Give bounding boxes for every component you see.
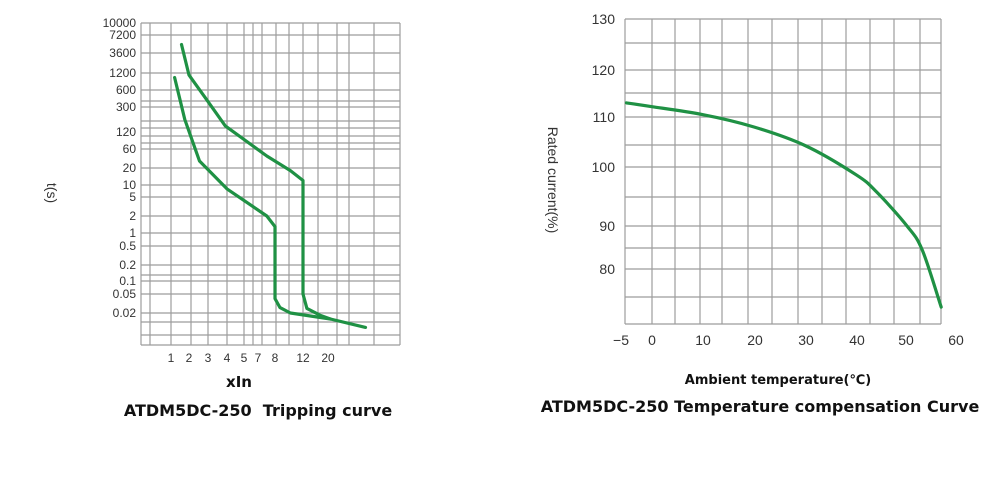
temperature-grid	[624, 18, 942, 325]
x-tick-label: 4	[224, 351, 231, 365]
tripping-x-axis-label: xIn	[226, 373, 252, 391]
tripping-curve-chart: 100007200360012006003001206020105210.50.…	[44, 16, 401, 420]
tripping-chart-title: ATDM5DC-250 Tripping curve	[124, 401, 392, 420]
x-tick-label: 30	[798, 332, 814, 348]
x-tick-label: 50	[898, 332, 914, 348]
x-tick-label: 12	[296, 351, 310, 365]
y-tick-label: 0.02	[113, 306, 137, 320]
instantaneous-trip-curve-upper	[179, 42, 332, 321]
y-tick-label: 110	[593, 109, 616, 125]
tripping-y-axis-label: t(s)	[44, 183, 60, 203]
y-tick-label: 0.05	[113, 287, 137, 301]
y-tick-label: 3600	[109, 46, 136, 60]
y-tick-label: 90	[599, 218, 615, 234]
y-tick-label: 120	[116, 125, 136, 139]
y-tick-label: 80	[599, 261, 615, 277]
y-tick-label: 7200	[109, 28, 136, 42]
temperature-chart-title: ATDM5DC-250 Temperature compensation Cur…	[541, 397, 980, 416]
y-tick-label: 5	[129, 190, 136, 204]
y-tick-label: 0.2	[119, 258, 136, 272]
temperature-compensation-chart: 130 120 110 100 90 80 −5 0 10 20 30 40 50 60 Rated c…	[541, 11, 980, 416]
y-tick-label: 130	[592, 11, 616, 27]
y-tick-label: 20	[123, 161, 137, 175]
x-tick-label: 20	[747, 332, 763, 348]
x-tick-label: 60	[948, 332, 964, 348]
y-tick-label: 120	[592, 62, 616, 78]
y-tick-label: 0.5	[119, 239, 136, 253]
y-tick-label: 60	[123, 142, 137, 156]
x-tick-label: 8	[272, 351, 279, 365]
temperature-x-ticks: −5 0 10 20 30 40 50 60	[613, 332, 964, 348]
x-tick-label: 3	[205, 351, 212, 365]
x-tick-label: 5	[241, 351, 248, 365]
x-tick-label: 0	[648, 332, 656, 348]
y-tick-label: 10	[123, 178, 137, 192]
instantaneous-trip-curve-lower	[173, 75, 368, 329]
temperature-y-ticks: 130 120 110 100 90 80	[592, 11, 616, 277]
y-tick-label: 600	[116, 83, 136, 97]
y-tick-label: 0.1	[119, 274, 136, 288]
x-tick-label: 2	[186, 351, 193, 365]
y-tick-label: 100	[592, 159, 616, 175]
x-tick-label: 20	[321, 351, 335, 365]
temperature-curves	[624, 101, 943, 309]
x-tick-label: −5	[613, 332, 629, 348]
x-tick-label: 1	[168, 351, 175, 365]
tripping-curves	[173, 42, 368, 329]
tripping-grid	[140, 22, 401, 346]
x-tick-label: 10	[695, 332, 711, 348]
x-tick-label: 7	[255, 351, 262, 365]
x-tick-label: 40	[849, 332, 865, 348]
temperature-y-axis-label: Rated current(%)	[545, 127, 561, 234]
y-tick-label: 300	[116, 100, 136, 114]
rated-current-curve	[624, 101, 943, 309]
y-tick-label: 2	[129, 209, 136, 223]
y-tick-label: 10000	[103, 16, 137, 30]
y-tick-label: 1200	[109, 66, 136, 80]
temperature-x-axis-label: Ambient temperature(℃)	[685, 373, 871, 388]
tripping-x-ticks: 1 2 3 4 5 7 8 12 20	[168, 351, 335, 365]
y-tick-label: 1	[129, 226, 136, 240]
